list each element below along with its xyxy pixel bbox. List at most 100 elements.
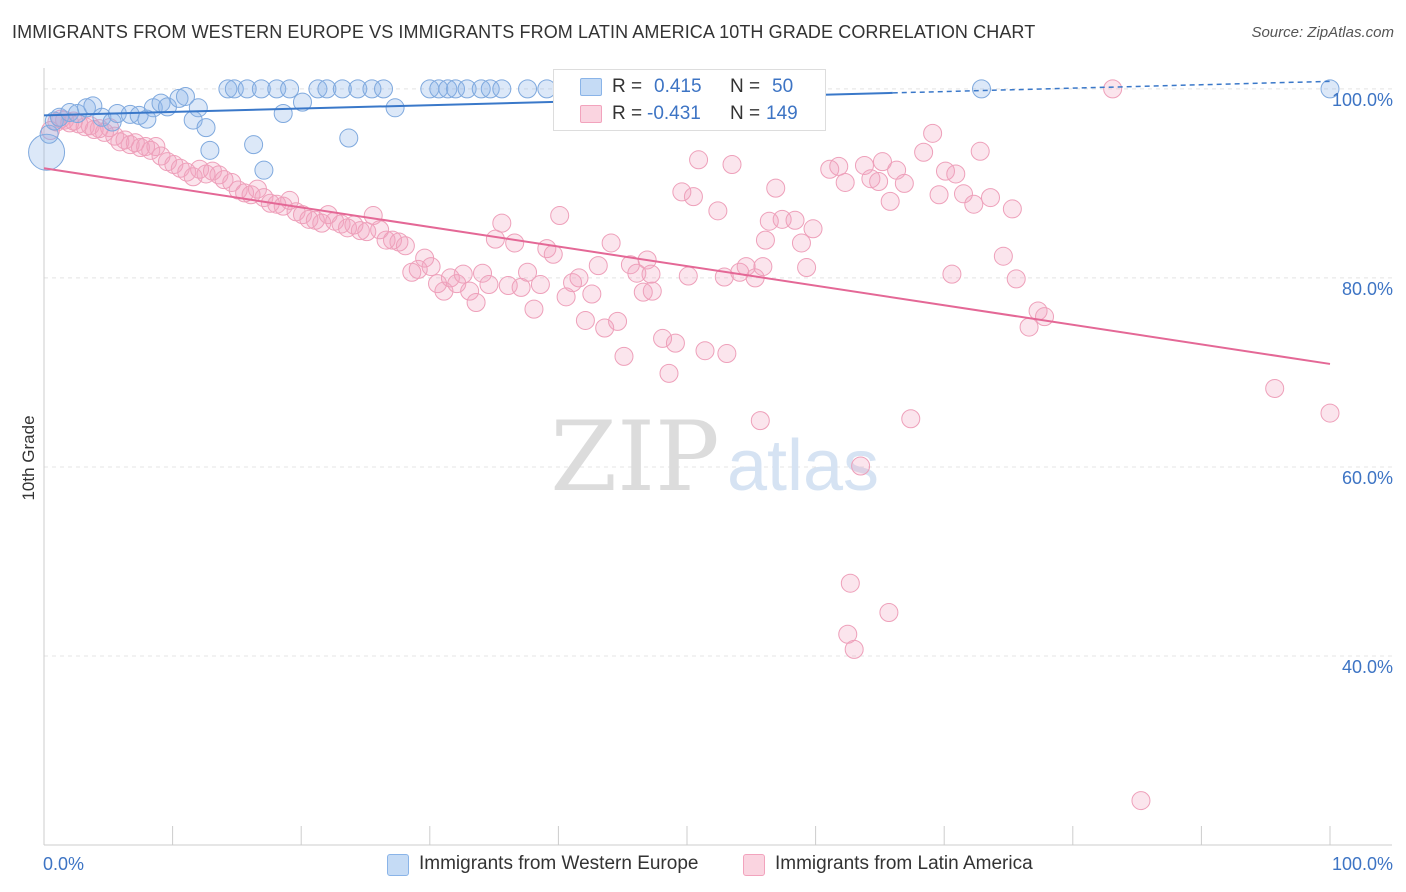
latin-america-point: [453, 264, 473, 284]
latin-america-point: [717, 344, 737, 364]
latin-america-point: [485, 229, 505, 249]
latin-america-point: [835, 172, 855, 192]
legend-swatch-blue: [387, 854, 409, 876]
latin-america-point: [479, 275, 499, 295]
latin-america-point: [791, 233, 811, 253]
y-tick-label: 80.0%: [1342, 279, 1393, 299]
latin-america-point: [105, 126, 125, 146]
latin-america-point: [750, 411, 770, 431]
latin-america-point: [879, 603, 899, 622]
latin-america-point: [601, 233, 621, 253]
western-europe-point: [362, 79, 382, 99]
western-europe-point: [273, 103, 293, 123]
western-europe-point: [1320, 79, 1340, 99]
latin-america-point: [880, 191, 900, 211]
latin-america-point: [569, 268, 589, 288]
latin-america-point: [556, 287, 576, 307]
y-tick-label: 100.0%: [1332, 90, 1393, 110]
latin-america-point: [653, 328, 673, 348]
latin-america-point: [460, 281, 480, 301]
watermark: ZIP atlas: [550, 401, 879, 513]
latin-america-point: [840, 573, 860, 593]
n-label: N =: [730, 76, 761, 97]
western-europe-point: [137, 109, 157, 129]
latin-america-point: [946, 164, 966, 184]
latin-america-point: [146, 137, 166, 157]
western-europe-point: [237, 79, 257, 99]
latin-america-point: [894, 173, 914, 193]
latin-america-point: [929, 185, 949, 205]
latin-america-point: [683, 187, 703, 207]
western-europe-point: [200, 140, 220, 160]
latin-america-point: [466, 293, 486, 312]
latin-america-point: [395, 236, 415, 256]
latin-america-point: [299, 209, 319, 229]
latin-america-point: [797, 258, 817, 278]
latin-america-point: [505, 233, 525, 253]
latin-america-point: [582, 284, 602, 304]
latin-america-point: [970, 141, 990, 161]
latin-america-point: [829, 156, 849, 176]
western-europe-point: [492, 79, 512, 99]
latin-america-point: [1002, 199, 1022, 219]
western-europe-point: [348, 79, 368, 99]
western-europe-point: [254, 160, 274, 180]
western-europe-point: [244, 135, 264, 155]
latin-america-point: [136, 137, 156, 157]
western-europe-point: [971, 79, 991, 99]
latin-america-point: [851, 456, 871, 476]
western-europe-point: [175, 86, 195, 106]
latin-america-point: [428, 274, 448, 294]
latin-america-point: [678, 266, 698, 286]
latin-america-point: [642, 281, 662, 301]
x-tick-label: 100.0%: [1332, 854, 1393, 874]
legend-swatch-pink: [743, 854, 765, 876]
latin-america-point: [766, 178, 786, 198]
latin-america-point: [755, 230, 775, 250]
latin-america-point: [844, 639, 864, 659]
western-europe-point: [196, 118, 216, 138]
latin-america-point: [350, 221, 370, 241]
latin-america-point: [1006, 269, 1026, 289]
r-label: R =: [612, 76, 643, 97]
r-value: -0.431: [647, 103, 701, 124]
latin-america-point: [785, 210, 805, 230]
stats-legend: R = 0.415 N = 50 R = -0.431 N = 149: [553, 69, 826, 131]
latin-america-point: [872, 152, 892, 172]
latin-america-points: [40, 79, 1340, 811]
latin-america-point: [901, 409, 921, 429]
legend-swatch-pink: [580, 105, 602, 123]
western-europe-point: [44, 111, 64, 131]
latin-america-point: [141, 140, 161, 160]
western-europe-point: [188, 98, 208, 118]
latin-america-point: [942, 264, 962, 284]
y-axis-label: 10th Grade: [19, 415, 38, 500]
latin-america-point: [1019, 317, 1039, 337]
western-europe-point: [385, 98, 405, 118]
latin-america-point: [421, 257, 441, 277]
latin-america-point: [370, 220, 390, 240]
latin-america-point: [1131, 791, 1151, 811]
western-europe-point: [457, 79, 477, 99]
western-europe-point: [49, 107, 69, 127]
western-europe-point: [374, 79, 394, 99]
y-tick-label: 40.0%: [1342, 657, 1393, 677]
latin-america-point: [964, 194, 984, 214]
western-europe-point: [28, 133, 66, 171]
western-europe-point: [292, 92, 312, 112]
latin-america-point: [869, 172, 889, 192]
latin-america-point: [214, 170, 234, 190]
latin-america-point: [1265, 379, 1285, 399]
latin-america-point: [803, 219, 823, 239]
n-value: 149: [766, 103, 798, 124]
western-europe-point: [438, 79, 458, 99]
western-europe-point: [332, 79, 352, 99]
latin-america-point: [665, 333, 685, 353]
latin-america-point: [695, 341, 715, 361]
latin-america-point: [473, 263, 493, 283]
tick-labels: 100.0% 80.0% 60.0% 40.0% 0.0% 100.0%: [43, 90, 1393, 874]
latin-america-point: [383, 230, 403, 250]
latin-america-point: [492, 213, 512, 233]
latin-america-point: [614, 346, 634, 366]
watermark-zip: ZIP: [550, 401, 719, 513]
